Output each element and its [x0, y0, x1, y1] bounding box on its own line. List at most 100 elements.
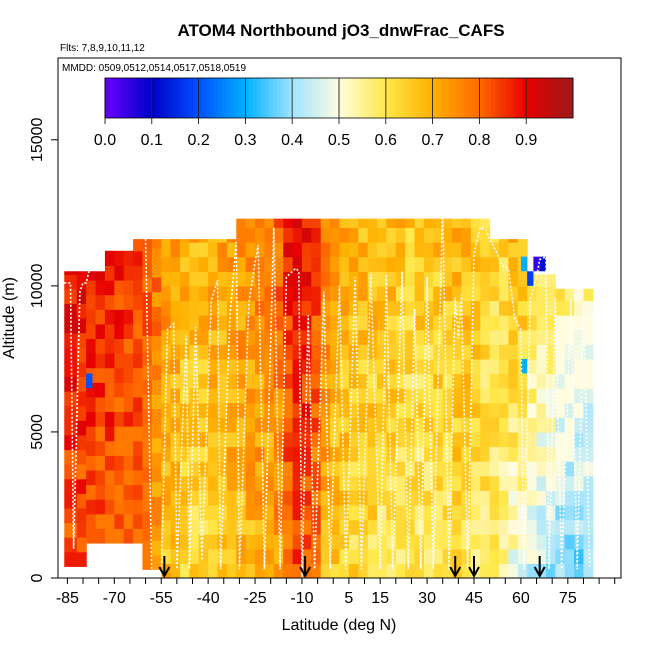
heatmap-cell [76, 537, 87, 553]
heatmap-cell [245, 548, 256, 564]
heatmap-cell [104, 484, 115, 500]
heatmap-cell [189, 504, 200, 521]
heatmap-cell [470, 446, 481, 462]
heatmap-cell [95, 338, 106, 354]
heatmap-cell [470, 519, 481, 535]
heatmap-cell [76, 478, 87, 494]
heatmap-cell [574, 388, 585, 404]
heatmap-cell [339, 329, 350, 345]
heatmap-cell [264, 256, 275, 272]
heatmap-cell [339, 242, 350, 258]
heatmap-cell [226, 242, 237, 258]
heatmap-cell [536, 519, 547, 535]
heatmap-cell [236, 300, 247, 316]
colorbar-tick-label: 0.9 [515, 132, 537, 149]
colorbar-segment [136, 78, 141, 118]
heatmap-cell [461, 242, 472, 258]
heatmap-cell [414, 218, 425, 229]
heatmap-cell [527, 548, 538, 564]
heatmap-cell [545, 563, 556, 578]
heatmap-cell [545, 534, 556, 550]
heatmap-cell [527, 461, 538, 477]
heatmap-cell [555, 315, 566, 331]
heatmap-cell [452, 431, 463, 448]
heatmap-cell [517, 490, 528, 506]
heatmap-cell [255, 242, 266, 258]
heatmap-cell [489, 358, 500, 375]
heatmap-cell [574, 519, 585, 535]
heatmap-cell [395, 227, 406, 243]
heatmap-cell [367, 490, 378, 506]
heatmap-cell [142, 510, 153, 527]
heatmap-cell [142, 306, 153, 322]
heatmap-cell [264, 417, 275, 433]
heatmap-cell [151, 496, 162, 512]
heatmap-cell [461, 218, 472, 229]
heatmap-cell [414, 242, 425, 258]
heatmap-cell [86, 338, 97, 354]
heatmap-cell [320, 242, 331, 258]
heatmap-cell [442, 271, 453, 287]
heatmap-cell [320, 329, 331, 345]
heatmap-cell [170, 329, 181, 345]
colorbar-segment [522, 78, 527, 118]
heatmap-cell [517, 239, 528, 243]
heatmap-cell [283, 344, 294, 360]
x-tick-label: 5 [344, 590, 353, 607]
heatmap-cell [442, 475, 453, 491]
heatmap-cell [311, 548, 322, 564]
heatmap-cell [76, 274, 87, 290]
heatmap-cell [461, 344, 472, 360]
low-value-cell [86, 373, 93, 389]
heatmap-cell [405, 271, 416, 287]
heatmap-cell [395, 490, 406, 506]
heatmap-cell [433, 227, 444, 243]
heatmap-cell [358, 242, 369, 258]
heatmap-cell [583, 417, 594, 433]
heatmap-cell [301, 285, 312, 302]
heatmap-cell [508, 446, 519, 462]
heatmap-cell [423, 242, 434, 258]
heatmap-cell [480, 519, 491, 535]
heatmap-cell [311, 475, 322, 491]
heatmap-cell [255, 218, 266, 229]
heatmap-cell [217, 373, 228, 389]
heatmap-cell [517, 534, 528, 550]
heatmap-cell [114, 323, 125, 340]
heatmap-cell [452, 417, 463, 433]
heatmap-cell [151, 540, 162, 556]
heatmap-cell [480, 285, 491, 302]
heatmap-cell [311, 461, 322, 477]
colorbar-segment [428, 78, 433, 118]
heatmap-cell [405, 402, 416, 418]
heatmap-cell [236, 358, 247, 375]
heatmap-cell [461, 285, 472, 302]
heatmap-cell [395, 563, 406, 578]
heatmap-cell [555, 388, 566, 404]
heatmap-cell [499, 431, 509, 448]
heatmap-cell [386, 388, 397, 404]
heatmap-cell [189, 239, 200, 243]
heatmap-cell [198, 271, 209, 287]
heatmap-cell [273, 446, 284, 462]
heatmap-cell [423, 315, 434, 331]
heatmap-cell [226, 534, 237, 550]
heatmap-cell [395, 417, 406, 433]
low-value-cell [539, 256, 546, 272]
heatmap-cell [536, 490, 547, 506]
heatmap-cell [301, 461, 312, 477]
heatmap-cell [104, 367, 115, 383]
heatmap-cell [480, 218, 491, 229]
colorbar-segment [471, 78, 476, 118]
heatmap-cell [348, 504, 359, 521]
heatmap-cell [433, 461, 444, 477]
heatmap-cell [76, 361, 87, 378]
heatmap-cell [330, 431, 341, 448]
heatmap-cell [452, 504, 463, 521]
colorbar-segment [257, 78, 262, 118]
heatmap-cell [414, 519, 425, 535]
heatmap-cell [273, 271, 284, 287]
heatmap-cell [255, 285, 266, 302]
heatmap-cell [508, 504, 519, 521]
